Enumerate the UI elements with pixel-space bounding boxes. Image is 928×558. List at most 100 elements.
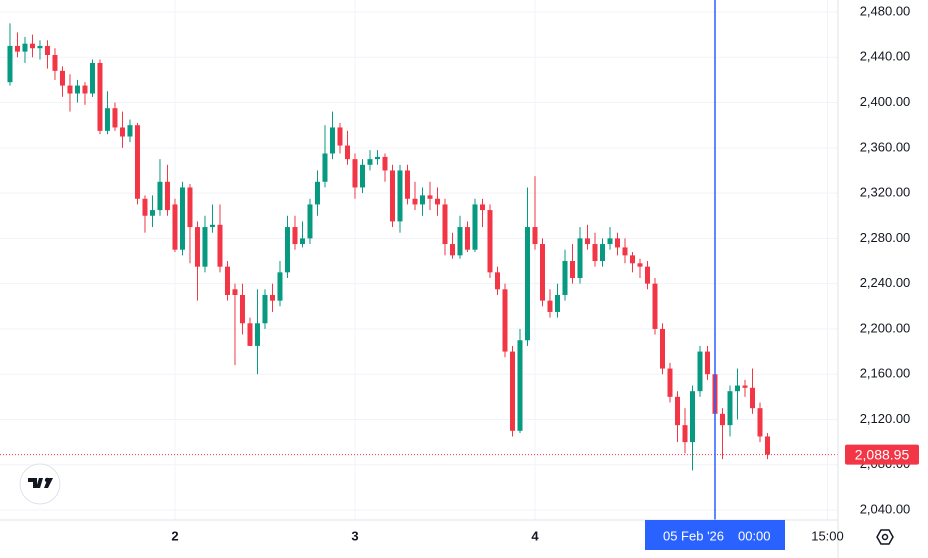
candle-body [232, 289, 238, 295]
candle-body [494, 272, 500, 290]
candle-body [164, 181, 170, 211]
candle-body [127, 125, 133, 137]
candle-body [7, 45, 13, 83]
x-tick-label: 2 [171, 528, 178, 543]
y-tick-label: 2,280.00 [860, 230, 911, 245]
candle-body [562, 261, 568, 295]
candle-body [569, 261, 575, 278]
candle-body [674, 396, 680, 426]
candle-body [97, 62, 103, 131]
candle-body [142, 198, 148, 216]
candle-body [442, 204, 448, 245]
y-tick-label: 2,160.00 [860, 366, 911, 381]
logo-mark [44, 478, 53, 488]
candle-body [749, 387, 755, 409]
candle-body [629, 255, 635, 264]
logo[interactable] [19, 463, 61, 505]
candle-body [577, 238, 583, 278]
candle-body [457, 227, 463, 256]
logo-mark [28, 478, 43, 488]
candle-body [742, 385, 748, 388]
candle-body [382, 156, 388, 171]
y-tick-label: 2,120.00 [860, 411, 911, 426]
candle-body [172, 204, 178, 250]
candle-body [299, 238, 305, 245]
grid [0, 0, 838, 520]
candle-body [517, 340, 523, 431]
candle-body [67, 85, 73, 94]
candle-body [389, 170, 395, 222]
candle-body [509, 351, 515, 431]
candle-body [284, 227, 290, 273]
x-tick-label: 15:00 [811, 528, 844, 543]
candle-body [704, 351, 710, 375]
candle-body [119, 127, 125, 137]
candle-body [404, 170, 410, 199]
candle-body [449, 244, 455, 256]
candle-body [367, 159, 373, 165]
settings-icon [876, 529, 894, 545]
candle-body [607, 238, 613, 245]
candle-body [329, 127, 335, 154]
y-tick-label: 2,440.00 [860, 49, 911, 64]
candle-body [74, 85, 80, 94]
candle-body [337, 127, 343, 146]
candle-body [352, 159, 358, 188]
candle-body [292, 227, 298, 245]
candle-body [37, 45, 43, 49]
candle-body [157, 181, 163, 211]
candle-body [757, 408, 763, 437]
candle-body [464, 227, 470, 250]
candle-body [532, 227, 538, 245]
candle-body [239, 294, 245, 324]
candle-body [592, 244, 598, 262]
candle-body [262, 294, 268, 324]
candle-body [682, 425, 688, 443]
y-tick-label: 2,480.00 [860, 3, 911, 18]
candle-body [269, 294, 275, 301]
candle-body [82, 85, 88, 94]
candle-body [689, 391, 695, 443]
crosshair-time: 00:00 [738, 528, 771, 543]
candle-body [374, 156, 380, 160]
candle-body [359, 164, 365, 188]
y-tick-label: 2,320.00 [860, 185, 911, 200]
candle-body [434, 198, 440, 205]
candle-body [344, 145, 350, 160]
candle-body [614, 238, 620, 248]
candle-body [44, 45, 50, 56]
y-tick-label: 2,360.00 [860, 139, 911, 154]
candle-body [734, 385, 740, 392]
candle-body [652, 283, 658, 329]
axes: 2,040.002,080.002,120.002,160.002,200.00… [171, 3, 919, 550]
candle-body [22, 43, 28, 52]
candle-body [202, 227, 208, 267]
candle-body [322, 153, 328, 182]
last-price-box [845, 444, 919, 465]
candle-body [554, 294, 560, 312]
crosshair-box [644, 520, 785, 550]
candle-body [727, 391, 733, 426]
candle-body [644, 266, 650, 284]
candle-body [487, 210, 493, 273]
candle-body [524, 227, 530, 341]
candle-body [14, 45, 20, 52]
candle-body [427, 195, 433, 199]
y-tick-label: 2,240.00 [860, 275, 911, 290]
candle-body [637, 263, 643, 267]
candle-body [179, 187, 185, 250]
settings-button[interactable] [876, 529, 894, 545]
candle-body [134, 125, 140, 199]
candle-body [59, 70, 65, 86]
candle-body [29, 43, 35, 49]
candle-body [479, 204, 485, 211]
last-price-label: 2,088.95 [855, 446, 910, 462]
candle-body [277, 272, 283, 301]
candle-body [764, 436, 770, 455]
candle-body [187, 187, 193, 228]
y-tick-label: 2,400.00 [860, 94, 911, 109]
candle-body [104, 108, 110, 131]
candle-body [217, 224, 223, 267]
x-tick-label: 3 [351, 528, 358, 543]
